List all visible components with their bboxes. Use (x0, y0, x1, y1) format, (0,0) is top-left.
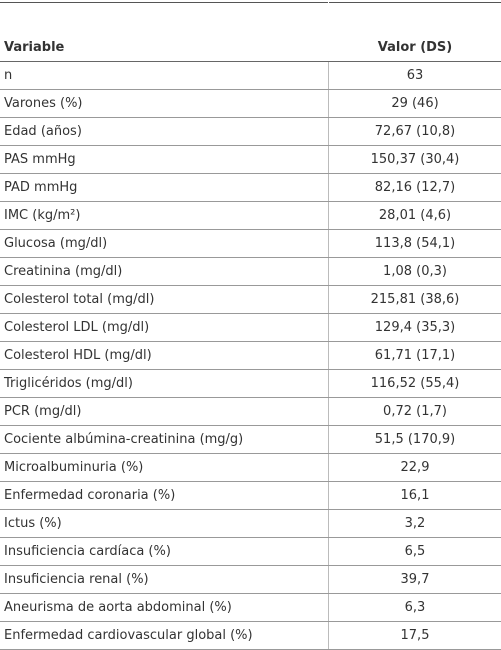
table-row: Insuficiencia renal (%)39,7 (0, 566, 501, 594)
value-cell: 150,37 (30,4) (329, 146, 501, 174)
table-row: Edad (años)72,67 (10,8) (0, 118, 501, 146)
variable-cell: Edad (años) (0, 118, 329, 146)
table-row: Colesterol LDL (mg/dl)129,4 (35,3) (0, 314, 501, 342)
variable-cell: PAD mmHg (0, 174, 329, 202)
value-cell: 0,72 (1,7) (329, 398, 501, 426)
variable-cell: Ictus (%) (0, 510, 329, 538)
header-row: Variable Valor (DS) (0, 3, 501, 62)
table-row: Creatinina (mg/dl)1,08 (0,3) (0, 258, 501, 286)
value-cell: 61,71 (17,1) (329, 342, 501, 370)
value-cell: 1,08 (0,3) (329, 258, 501, 286)
variable-cell: Enfermedad cardiovascular global (%) (0, 622, 329, 650)
value-cell: 17,5 (329, 622, 501, 650)
variable-cell: Aneurisma de aorta abdominal (%) (0, 594, 329, 622)
value-cell: 28,01 (4,6) (329, 202, 501, 230)
table-row: Microalbuminuria (%)22,9 (0, 454, 501, 482)
table-head: Variable Valor (DS) (0, 3, 501, 62)
variable-cell: IMC (kg/m²) (0, 202, 329, 230)
header-cell: Variable (0, 3, 329, 62)
table-row: Colesterol total (mg/dl)215,81 (38,6) (0, 286, 501, 314)
variable-cell: Colesterol HDL (mg/dl) (0, 342, 329, 370)
value-cell: 113,8 (54,1) (329, 230, 501, 258)
variable-cell: PCR (mg/dl) (0, 398, 329, 426)
value-cell: 22,9 (329, 454, 501, 482)
value-cell: 82,16 (12,7) (329, 174, 501, 202)
table-row: Enfermedad coronaria (%)16,1 (0, 482, 501, 510)
variable-cell: Enfermedad coronaria (%) (0, 482, 329, 510)
variable-cell: Varones (%) (0, 90, 329, 118)
table-row: Ictus (%)3,2 (0, 510, 501, 538)
variable-cell: Triglicéridos (mg/dl) (0, 370, 329, 398)
header-cell: Valor (DS) (329, 3, 501, 62)
variable-cell: Colesterol total (mg/dl) (0, 286, 329, 314)
table-row: Cociente albúmina-creatinina (mg/g)51,5 … (0, 426, 501, 454)
variable-cell: Glucosa (mg/dl) (0, 230, 329, 258)
value-cell: 6,3 (329, 594, 501, 622)
variable-cell: Creatinina (mg/dl) (0, 258, 329, 286)
value-cell: 3,2 (329, 510, 501, 538)
variable-cell: Insuficiencia cardíaca (%) (0, 538, 329, 566)
variable-cell: Insuficiencia renal (%) (0, 566, 329, 594)
variable-cell: Cociente albúmina-creatinina (mg/g) (0, 426, 329, 454)
table-row: Aneurisma de aorta abdominal (%)6,3 (0, 594, 501, 622)
value-cell: 215,81 (38,6) (329, 286, 501, 314)
value-cell: 6,5 (329, 538, 501, 566)
value-cell: 51,5 (170,9) (329, 426, 501, 454)
value-cell: 29 (46) (329, 90, 501, 118)
table-row: Glucosa (mg/dl)113,8 (54,1) (0, 230, 501, 258)
table-row: Enfermedad cardiovascular global (%)17,5 (0, 622, 501, 650)
variable-cell: Microalbuminuria (%) (0, 454, 329, 482)
table-row: Colesterol HDL (mg/dl)61,71 (17,1) (0, 342, 501, 370)
table-row: PCR (mg/dl)0,72 (1,7) (0, 398, 501, 426)
value-cell: 129,4 (35,3) (329, 314, 501, 342)
table-row: Insuficiencia cardíaca (%)6,5 (0, 538, 501, 566)
table-row: IMC (kg/m²)28,01 (4,6) (0, 202, 501, 230)
table-row: Triglicéridos (mg/dl)116,52 (55,4) (0, 370, 501, 398)
value-cell: 63 (329, 62, 501, 90)
value-cell: 72,67 (10,8) (329, 118, 501, 146)
variable-cell: Colesterol LDL (mg/dl) (0, 314, 329, 342)
variable-cell: PAS mmHg (0, 146, 329, 174)
variable-cell: n (0, 62, 329, 90)
value-cell: 39,7 (329, 566, 501, 594)
value-cell: 16,1 (329, 482, 501, 510)
table-row: Varones (%)29 (46) (0, 90, 501, 118)
value-cell: 116,52 (55,4) (329, 370, 501, 398)
